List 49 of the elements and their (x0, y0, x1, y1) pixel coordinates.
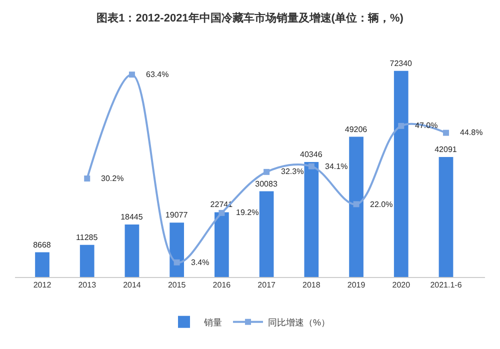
data-label: 22.0% (370, 200, 393, 209)
data-label: 3.4% (191, 258, 210, 267)
data-label: 18445 (120, 212, 144, 222)
x-tick-label: 2020 (392, 280, 411, 290)
point (443, 130, 449, 136)
legend-label: 销量 (203, 317, 222, 328)
bar (394, 70, 408, 277)
x-tick-label: 2017 (258, 280, 276, 290)
data-label: 19077 (165, 210, 188, 220)
bar (304, 162, 319, 277)
x-tick-label: 2013 (78, 280, 97, 290)
data-label: 19.2% (236, 208, 259, 217)
point (174, 259, 180, 266)
point (353, 201, 360, 208)
data-label: 34.1% (325, 162, 348, 171)
point (128, 72, 135, 78)
data-label: 40346 (300, 150, 323, 160)
point (264, 168, 270, 175)
bar (170, 222, 184, 277)
data-label: 32.3% (281, 167, 304, 176)
x-tick-label: 2018 (302, 280, 321, 290)
legend-label: 同比增速（%） (268, 317, 330, 328)
x-tick-label: 2021.1-6 (430, 280, 462, 290)
chart-title: 图表1：2012-2021年中国冷藏车市场销量及增速(单位：辆，%) (96, 12, 404, 25)
bar (259, 191, 274, 277)
bar (349, 136, 364, 277)
bar (35, 252, 50, 277)
data-label: 44.8% (460, 128, 483, 137)
point (84, 176, 90, 182)
x-tick-label: 2016 (212, 280, 232, 290)
point (218, 210, 225, 216)
point (308, 163, 314, 170)
x-tick-label: 2015 (168, 280, 186, 290)
data-label: 30083 (255, 179, 278, 188)
data-label: 49206 (344, 124, 368, 134)
data-label: 42091 (434, 145, 458, 154)
x-tick-label: 2014 (123, 280, 142, 290)
data-label: 11285 (76, 232, 98, 242)
data-label: 8668 (33, 240, 52, 250)
point (398, 122, 404, 129)
bar (124, 224, 140, 277)
bar (438, 157, 454, 277)
bar (214, 212, 229, 277)
x-tick-label: 2012 (33, 280, 52, 290)
data-label: 72340 (390, 58, 413, 68)
x-tick-label: 2019 (347, 280, 366, 290)
bar (80, 244, 94, 277)
data-label: 30.2% (101, 174, 124, 183)
data-label: 63.4% (146, 70, 169, 79)
